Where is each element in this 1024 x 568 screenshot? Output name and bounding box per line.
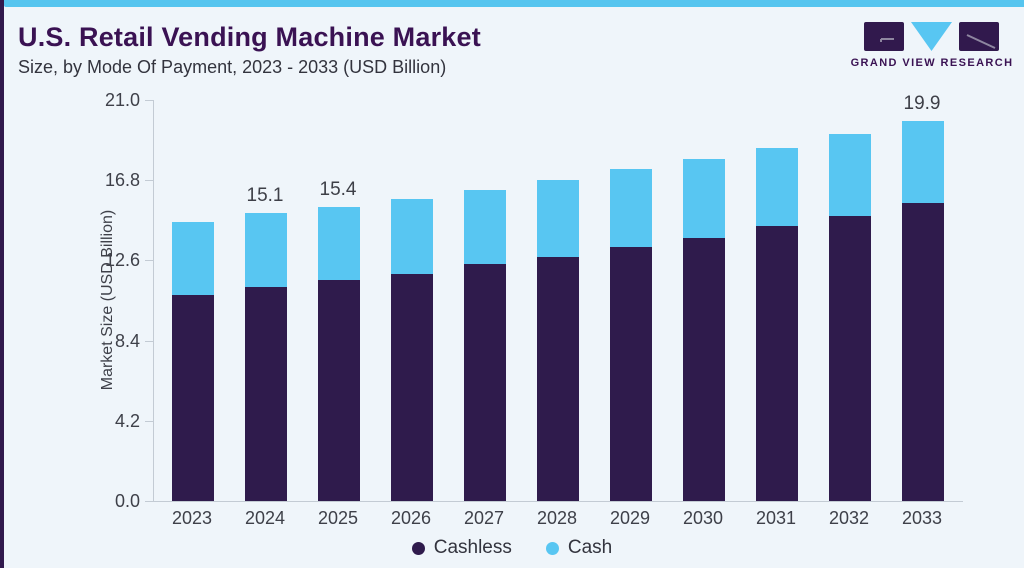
bar-2024-cashless-segment xyxy=(245,287,287,501)
x-tick-label-2032: 2032 xyxy=(828,508,870,528)
x-tick-label-2024: 2024 xyxy=(244,508,286,528)
x-tick-label-2025: 2025 xyxy=(317,508,359,528)
y-tick-mark xyxy=(145,100,153,101)
x-tick-label-2029: 2029 xyxy=(609,508,651,528)
x-tick-label-2028: 2028 xyxy=(536,508,578,528)
chart-subtitle: Size, by Mode Of Payment, 2023 - 2033 (U… xyxy=(18,57,447,77)
gvr-logo-icon xyxy=(864,22,999,51)
bar-2033-cashless-segment xyxy=(902,203,944,501)
x-tick-label-2031: 2031 xyxy=(755,508,797,528)
bar-2031-cashless-segment xyxy=(756,226,798,501)
bar-2031-cash-segment xyxy=(756,147,798,227)
bar-2023-cash-segment xyxy=(172,222,214,295)
y-tick-mark xyxy=(145,340,153,342)
bar-2029-cash-segment xyxy=(610,168,652,248)
bar-2027-cashless-segment xyxy=(464,264,506,501)
x-tick-label-2033: 2033 xyxy=(901,508,943,528)
x-tick-label-2026: 2026 xyxy=(390,508,432,528)
bar-2030-cashless-segment xyxy=(683,237,725,501)
y-axis-title: Market Size (USD Billion) xyxy=(99,209,116,391)
bar-value-label-2033: 19.9 xyxy=(903,93,941,114)
legend-label-cash: Cash xyxy=(567,537,613,558)
x-tick-label-2023: 2023 xyxy=(171,508,213,528)
y-tick-mark xyxy=(145,420,153,422)
y-tick-mark xyxy=(145,180,153,182)
y-tick-mark xyxy=(145,501,153,502)
y-tick-label: 8.4 xyxy=(114,330,140,351)
legend-item-cashless: Cashless xyxy=(411,537,512,559)
brand-name: GRAND VIEW RESEARCH xyxy=(850,57,1014,69)
bar-2030-cash-segment xyxy=(683,159,725,238)
x-tick-label-2030: 2030 xyxy=(682,508,724,528)
y-tick-label: 16.8 xyxy=(104,170,140,191)
legend-item-cash: Cash xyxy=(545,537,613,559)
legend-dot-cashless-icon xyxy=(411,541,425,555)
bar-2025-cash-segment xyxy=(318,206,360,280)
brand-logo: GRAND VIEW RESEARCH xyxy=(851,22,1012,69)
y-tick-label: 0.0 xyxy=(114,491,140,511)
legend-dot-cash-icon xyxy=(545,541,559,555)
left-accent-strip xyxy=(0,0,4,568)
bar-2024-cash-segment xyxy=(245,212,287,288)
bar-2025-cashless-segment xyxy=(318,279,360,501)
bar-2033-cash-segment xyxy=(902,121,944,204)
bar-2032-cash-segment xyxy=(829,134,871,217)
bar-2029-cashless-segment xyxy=(610,247,652,501)
bar-value-label-2024: 15.1 xyxy=(246,184,284,206)
bar-2023-cashless-segment xyxy=(172,294,214,501)
top-accent-strip xyxy=(4,0,1024,7)
y-tick-label: 21.0 xyxy=(104,90,140,110)
plot-area xyxy=(153,100,963,502)
bar-value-label-2025: 15.4 xyxy=(319,178,357,200)
bar-2032-cashless-segment xyxy=(829,216,871,501)
bar-2028-cashless-segment xyxy=(537,256,579,501)
y-tick-label: 12.6 xyxy=(104,250,140,271)
y-tick-mark xyxy=(145,260,153,262)
x-tick-label-2027: 2027 xyxy=(463,508,505,528)
bar-2027-cash-segment xyxy=(464,189,506,265)
bar-2026-cash-segment xyxy=(391,199,433,274)
legend-label-cashless: Cashless xyxy=(433,537,512,558)
bar-2026-cashless-segment xyxy=(391,273,433,501)
y-tick-label: 4.2 xyxy=(114,410,140,431)
bar-2028-cash-segment xyxy=(537,180,579,257)
chart-legend: Cashless Cash xyxy=(0,537,1024,559)
chart-title: U.S. Retail Vending Machine Market xyxy=(18,22,481,52)
